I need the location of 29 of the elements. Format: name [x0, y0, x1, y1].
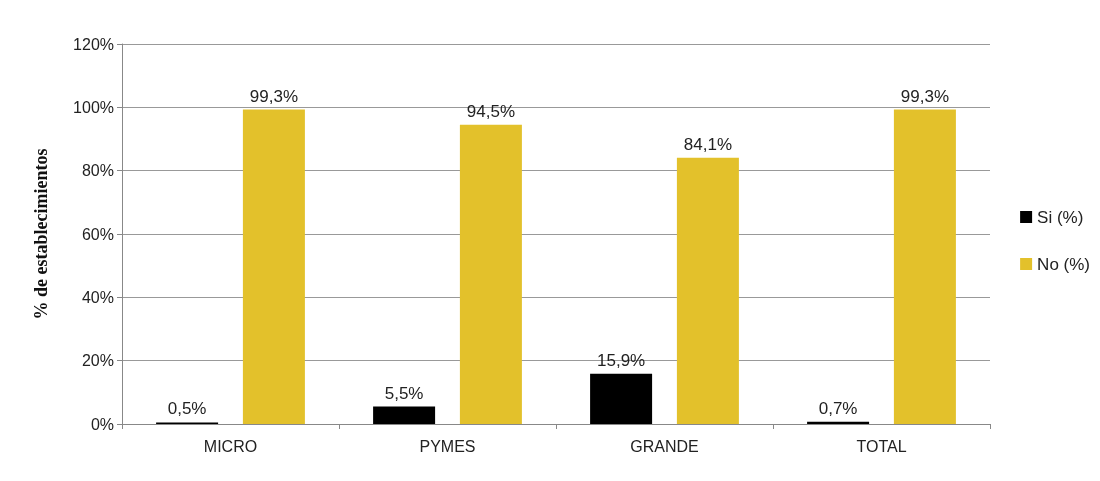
- data-label: 15,9%: [597, 350, 646, 370]
- bar: [807, 421, 870, 424]
- bar: [893, 109, 956, 424]
- legend-label: No (%): [1037, 254, 1091, 274]
- x-tick-label: PYMES: [419, 437, 476, 455]
- x-tick-label: GRANDE: [630, 437, 699, 455]
- data-label: 94,5%: [466, 101, 515, 121]
- data-label: 0,5%: [167, 399, 207, 419]
- y-tick-label: 40%: [81, 288, 114, 306]
- bar: [242, 109, 305, 424]
- data-label: 99,3%: [900, 86, 949, 106]
- y-tick-label: 120%: [73, 35, 114, 53]
- y-tick-label: 20%: [81, 352, 114, 370]
- y-axis-title: % de establecimientos: [31, 148, 51, 320]
- bar: [676, 157, 739, 424]
- y-tick-label: 0%: [90, 415, 114, 433]
- data-label: 84,1%: [683, 134, 732, 154]
- bar: [459, 124, 522, 424]
- y-tick-label: 60%: [81, 225, 114, 243]
- x-tick-label: MICRO: [203, 437, 258, 455]
- y-tick-label: 80%: [81, 162, 114, 180]
- x-tick-label: TOTAL: [856, 437, 907, 455]
- data-label: 99,3%: [249, 86, 298, 106]
- bar: [590, 373, 653, 424]
- data-label: 5,5%: [384, 383, 424, 403]
- bar: [373, 406, 436, 424]
- y-tick-label: 100%: [73, 98, 114, 116]
- data-label: 0,7%: [818, 398, 858, 418]
- legend-label: Si (%): [1037, 207, 1084, 227]
